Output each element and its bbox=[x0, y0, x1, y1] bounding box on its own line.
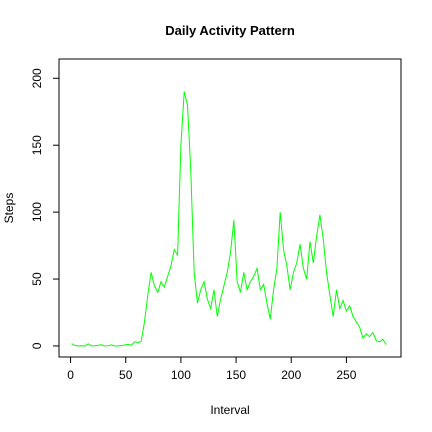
y-tick-label: 200 bbox=[30, 68, 44, 88]
y-tick-label: 100 bbox=[30, 202, 44, 222]
x-tick-label: 200 bbox=[281, 368, 301, 382]
x-tick-label: 0 bbox=[67, 368, 74, 382]
y-tick-label: 0 bbox=[30, 342, 44, 349]
x-tick-label: 250 bbox=[336, 368, 356, 382]
x-tick-label: 150 bbox=[226, 368, 246, 382]
x-tick-label: 50 bbox=[119, 368, 133, 382]
x-tick-label: 100 bbox=[171, 368, 191, 382]
chart-title: Daily Activity Pattern bbox=[165, 23, 295, 38]
y-axis-label: Steps bbox=[2, 193, 16, 224]
x-axis-label: Interval bbox=[210, 403, 249, 417]
y-tick-label: 50 bbox=[30, 272, 44, 286]
y-tick-label: 150 bbox=[30, 135, 44, 155]
data-line bbox=[71, 91, 387, 347]
